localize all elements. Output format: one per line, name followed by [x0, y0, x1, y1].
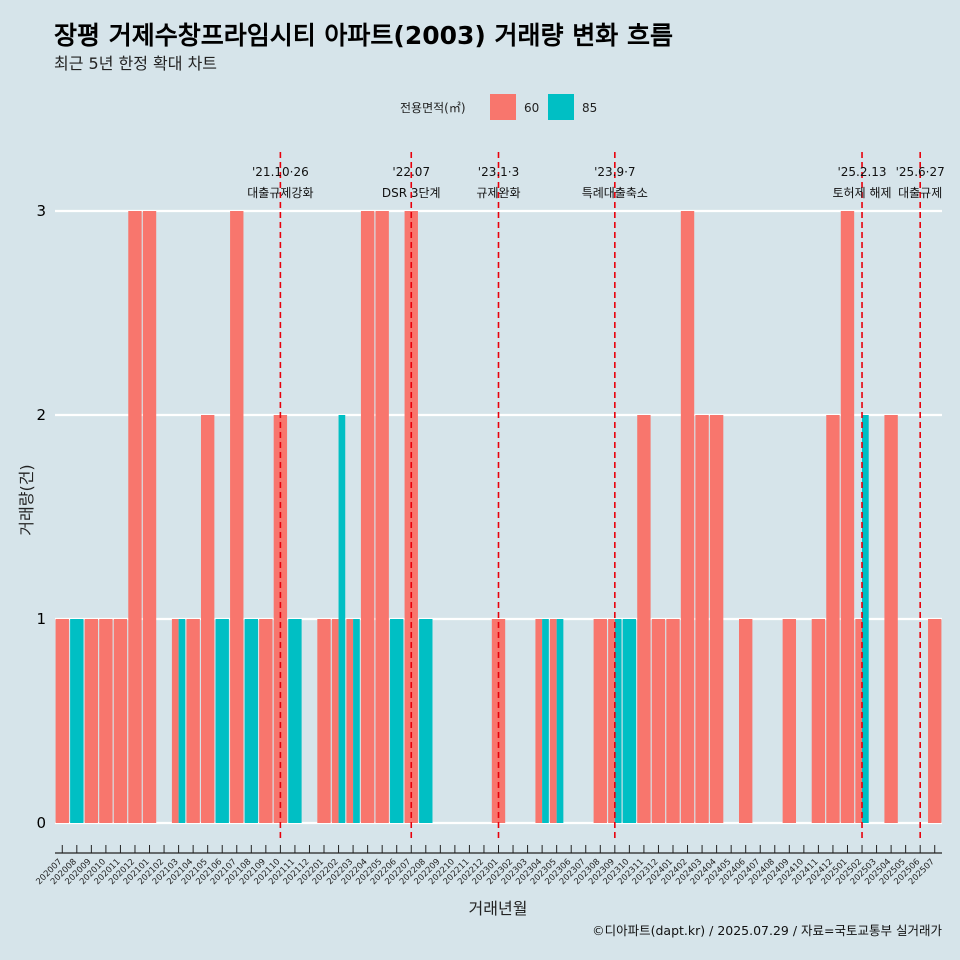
bar-60-202301	[491, 619, 506, 823]
bar-85-202103	[178, 619, 186, 823]
chart-title: 장평 거제수창프라임시티 아파트(2003) 거래량 변화 흐름	[54, 21, 673, 50]
bar-60-202101	[142, 211, 157, 823]
x-axis: 2020072020082020092020102020112020122021…	[34, 845, 942, 887]
event-label-5: 대출규제	[898, 186, 942, 200]
bar-85-202111	[288, 619, 302, 823]
y-tick-label: 3	[36, 202, 46, 220]
event-date-3: '23.9·7	[594, 165, 635, 179]
bar-60-202311	[637, 415, 651, 823]
bar-60-202304	[535, 619, 543, 823]
bar-60-202104	[186, 619, 200, 823]
bar-60-202105	[200, 415, 215, 823]
bar-60-202501	[840, 211, 855, 823]
bar-85-202305	[556, 619, 564, 823]
bar-60-202504	[884, 415, 898, 823]
bar-60-202402	[680, 211, 695, 823]
event-date-1: '22.07	[392, 165, 430, 179]
bar-60-202007	[55, 619, 69, 823]
bar-60-202305	[549, 619, 557, 823]
y-tick-label: 0	[36, 814, 46, 832]
bar-60-202107	[230, 211, 244, 823]
legend-swatch-60	[490, 94, 516, 120]
bar-60-202312	[651, 619, 666, 823]
y-tick-label: 1	[36, 610, 46, 628]
bar-60-202409	[782, 619, 797, 823]
bar-60-202502	[855, 619, 863, 823]
bar-85-202203	[353, 619, 360, 823]
bar-60-202309	[608, 619, 615, 823]
event-date-4: '25.2.13	[837, 165, 886, 179]
bar-60-202010	[99, 619, 113, 823]
bar-85-202502	[862, 415, 869, 823]
bar-60-202109	[259, 619, 273, 823]
bar-85-202304	[542, 619, 549, 823]
bar-60-202201	[317, 619, 331, 823]
bar-60-202507	[928, 619, 942, 823]
bar-60-202011	[113, 619, 128, 823]
event-label-3: 특례대출축소	[582, 186, 648, 200]
event-markers: '21.10·26 대출규제강화 '22.07 DSR 3단계 '23.1·3 규제완화 '…	[247, 152, 945, 840]
bar-85-202108	[244, 619, 258, 823]
bar-85-202206	[390, 619, 404, 823]
bar-60-202403	[695, 415, 709, 823]
bar-60-202012	[128, 211, 142, 823]
bar-60-202411	[811, 619, 826, 823]
bar-85-202008	[70, 619, 84, 823]
event-date-2: '23.1·3	[478, 165, 519, 179]
bar-85-202106	[215, 619, 229, 823]
event-date-5: '25.6·27	[896, 165, 945, 179]
bar-60-202401	[666, 619, 680, 823]
legend-label-60: 60	[524, 101, 539, 115]
bar-60-202202	[331, 619, 339, 823]
x-axis-label: 거래년월	[469, 899, 528, 918]
bar-85-202202	[338, 415, 346, 823]
source-caption: ©디아파트(dapt.kr) / 2025.07.29 / 자료=국토교통부 실…	[592, 923, 942, 938]
bar-85-202309	[614, 619, 622, 823]
bar-60-202110	[273, 415, 288, 823]
bar-60-202412	[826, 415, 840, 823]
legend-swatch-85	[548, 94, 574, 120]
legend-title: 전용면적(㎡)	[400, 101, 466, 115]
bar-60-202406	[739, 619, 753, 823]
event-date-0: '21.10·26	[252, 165, 309, 179]
event-label-2: 규제완화	[476, 186, 520, 200]
bar-60-202103	[171, 619, 179, 823]
bar-60-202205	[375, 211, 389, 823]
bar-60-202308	[593, 619, 607, 823]
bar-60-202204	[360, 211, 375, 823]
event-label-1: DSR 3단계	[382, 186, 441, 200]
legend-label-85: 85	[582, 101, 597, 115]
bar-60-202009	[84, 619, 99, 823]
y-axis-ticks: 0 1 2 3	[36, 202, 46, 832]
y-axis-label: 거래량(건)	[17, 464, 36, 535]
y-tick-label: 2	[36, 406, 46, 424]
event-label-0: 대출규제강화	[247, 186, 313, 200]
bar-85-202310	[622, 619, 637, 823]
bar-60-202203	[346, 619, 354, 823]
event-label-4: 토허제 해제	[833, 186, 892, 200]
bar-60-202404	[709, 415, 724, 823]
chart-subtitle: 최근 5년 한정 확대 차트	[54, 54, 217, 73]
legend: 전용면적(㎡) 60 85	[400, 94, 597, 120]
bar-85-202208	[419, 619, 433, 823]
